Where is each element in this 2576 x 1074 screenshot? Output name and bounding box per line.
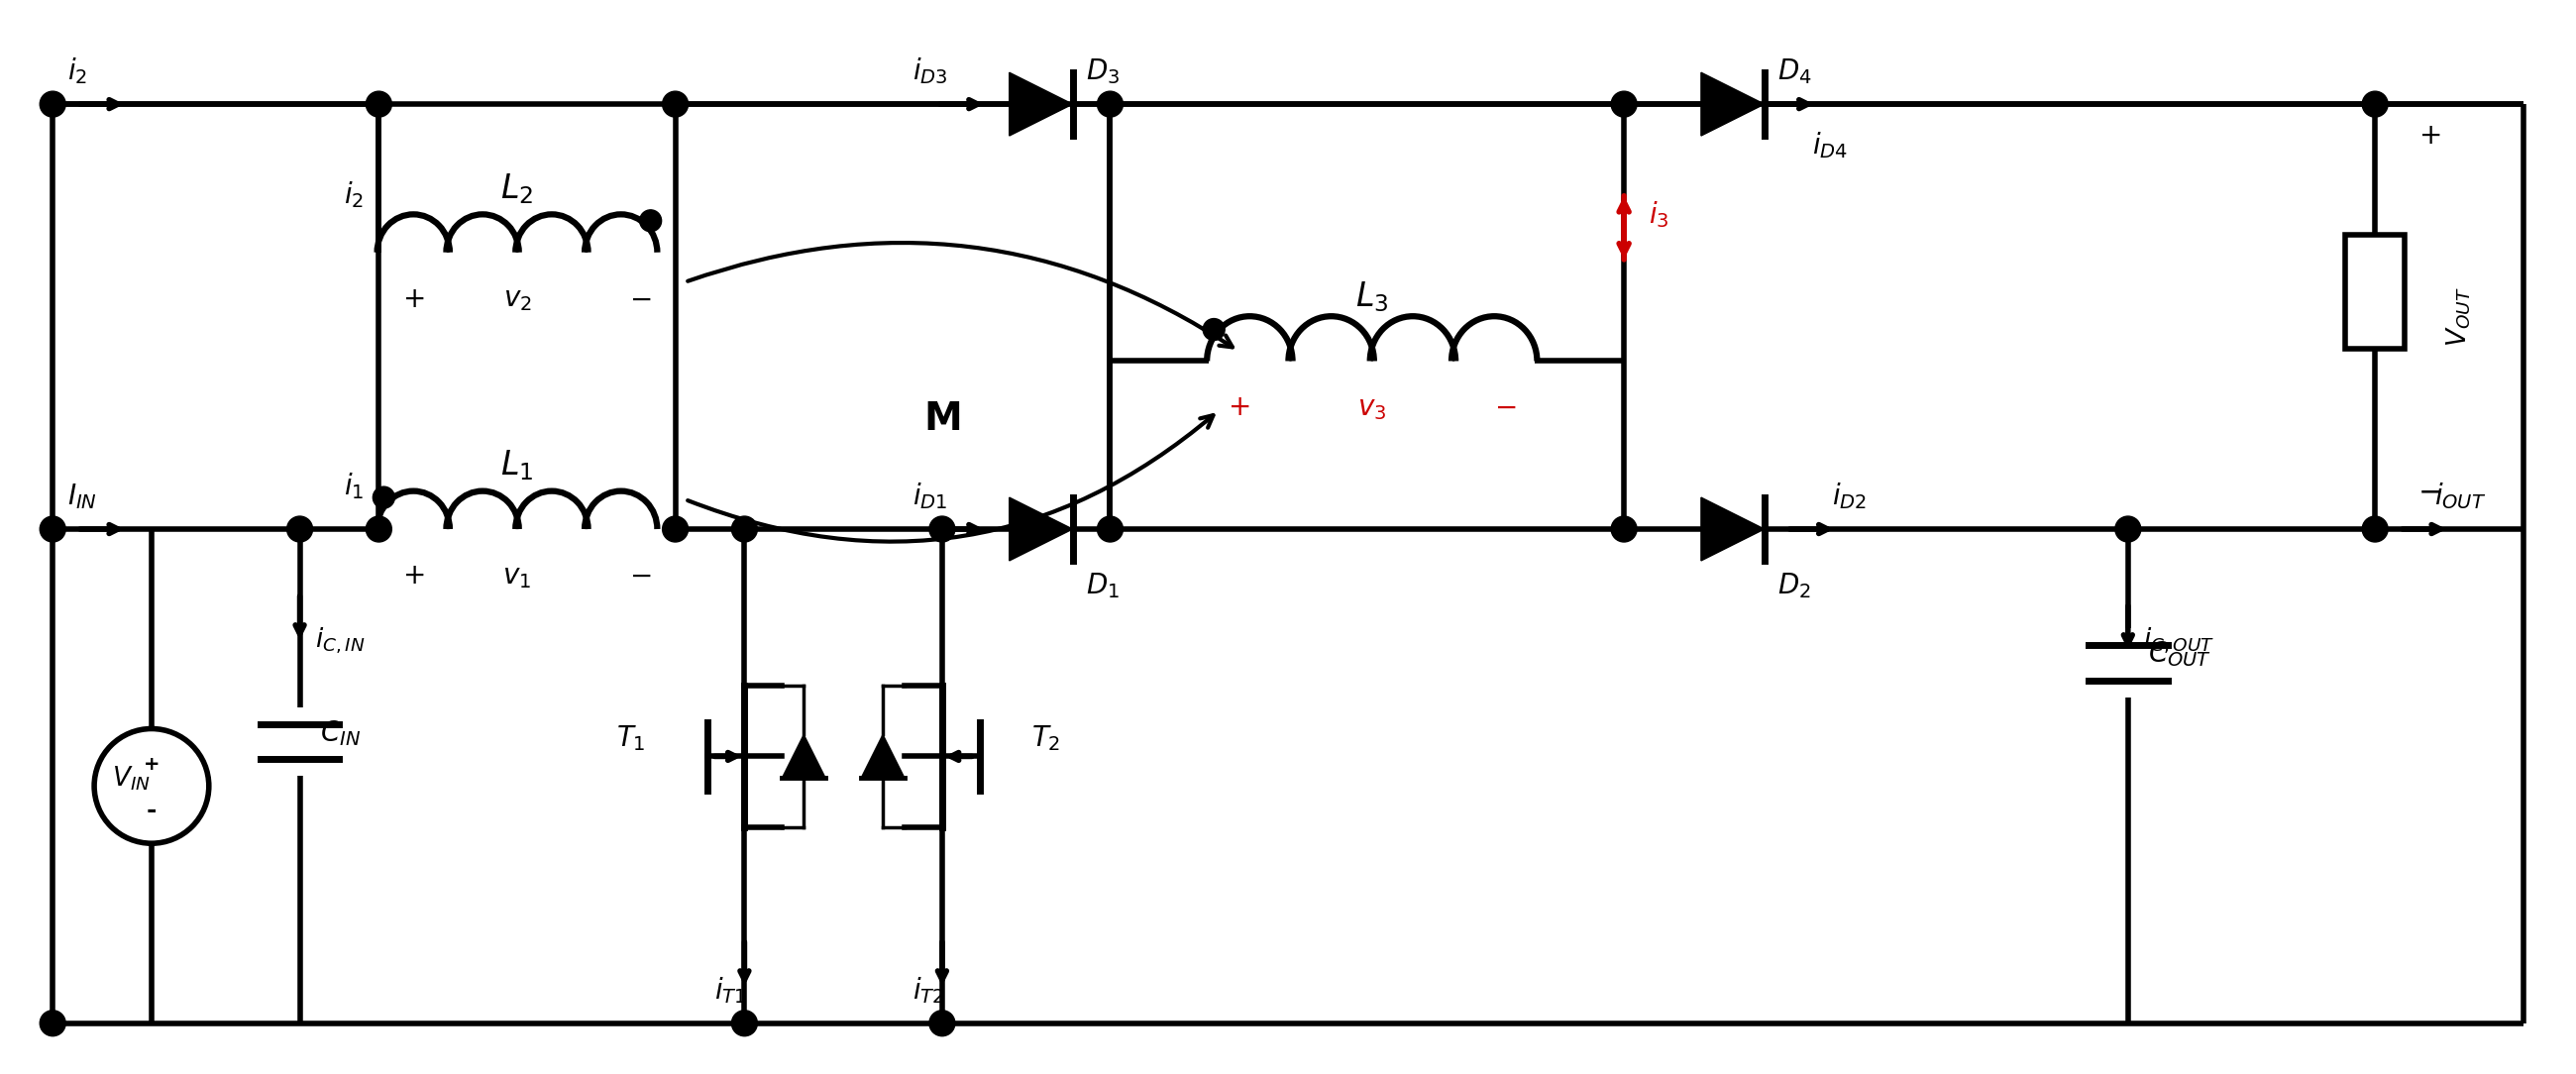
Text: -: - [147,799,157,823]
Circle shape [286,517,312,542]
Text: $-$: $-$ [1494,394,1517,421]
Text: $i_{D1}$: $i_{D1}$ [912,480,948,511]
Circle shape [2362,91,2388,117]
Circle shape [930,517,956,542]
Circle shape [1097,91,1123,117]
Text: $I_{IN}$: $I_{IN}$ [67,481,98,511]
Circle shape [366,517,392,542]
Polygon shape [1700,73,1765,135]
Circle shape [662,91,688,117]
Text: $i_{D2}$: $i_{D2}$ [1832,480,1865,511]
Text: $T_1$: $T_1$ [616,724,647,753]
Text: $-$: $-$ [629,285,652,313]
Circle shape [662,517,688,542]
Polygon shape [783,735,824,779]
Text: $i_{D4}$: $i_{D4}$ [1811,130,1847,160]
Text: $i_{C,OUT}$: $i_{C,OUT}$ [2143,626,2215,656]
Circle shape [2115,517,2141,542]
Bar [2344,235,2406,349]
Polygon shape [860,735,904,779]
Text: $D_2$: $D_2$ [1777,570,1811,600]
Text: +: + [144,755,160,773]
Text: $V_{IN}$: $V_{IN}$ [111,765,149,793]
Circle shape [1203,319,1224,340]
Text: $i_{OUT}$: $i_{OUT}$ [2434,480,2486,511]
Text: $-$: $-$ [629,562,652,590]
Text: $D_4$: $D_4$ [1777,57,1811,86]
Circle shape [39,517,64,542]
Circle shape [2362,517,2388,542]
Circle shape [639,209,662,232]
Circle shape [930,1011,956,1036]
Text: $i_{D3}$: $i_{D3}$ [912,56,948,86]
Text: $C_{IN}$: $C_{IN}$ [319,719,361,749]
Text: $i_{T2}$: $i_{T2}$ [912,975,945,1005]
Circle shape [374,487,394,508]
Text: $i_2$: $i_2$ [67,56,88,86]
Circle shape [39,1011,64,1036]
Text: $i_1$: $i_1$ [345,470,363,502]
Circle shape [732,1011,757,1036]
Text: $V_{OUT}$: $V_{OUT}$ [2445,287,2473,347]
Text: $+$: $+$ [402,562,425,590]
Circle shape [1097,517,1123,542]
Text: $L_2$: $L_2$ [500,171,533,205]
Text: $+$: $+$ [402,285,425,313]
Circle shape [1610,517,1636,542]
Polygon shape [1010,497,1072,561]
Text: $i_2$: $i_2$ [345,179,363,209]
Circle shape [732,517,757,542]
Text: $v_3$: $v_3$ [1358,394,1386,422]
Circle shape [39,91,64,117]
Text: $D_3$: $D_3$ [1084,57,1121,86]
Text: $i_{T1}$: $i_{T1}$ [714,975,747,1005]
Polygon shape [1010,73,1072,135]
Text: $-$: $-$ [2416,477,2442,506]
Text: $+$: $+$ [2419,121,2439,149]
Text: $D_1$: $D_1$ [1084,570,1118,600]
Text: $\mathbf{M}$: $\mathbf{M}$ [925,401,961,438]
Text: $L_1$: $L_1$ [500,448,533,482]
Text: $i_{C,IN}$: $i_{C,IN}$ [314,626,366,656]
Text: $T_2$: $T_2$ [1030,724,1061,753]
Text: $C_{OUT}$: $C_{OUT}$ [2148,640,2210,669]
Text: $+$: $+$ [1229,394,1249,421]
Text: $L_3$: $L_3$ [1355,280,1388,315]
Circle shape [1610,91,1636,117]
Circle shape [366,91,392,117]
Polygon shape [1700,497,1765,561]
Text: $i_3$: $i_3$ [1649,199,1669,230]
Text: $v_1$: $v_1$ [502,563,531,591]
Text: $v_2$: $v_2$ [502,286,531,314]
